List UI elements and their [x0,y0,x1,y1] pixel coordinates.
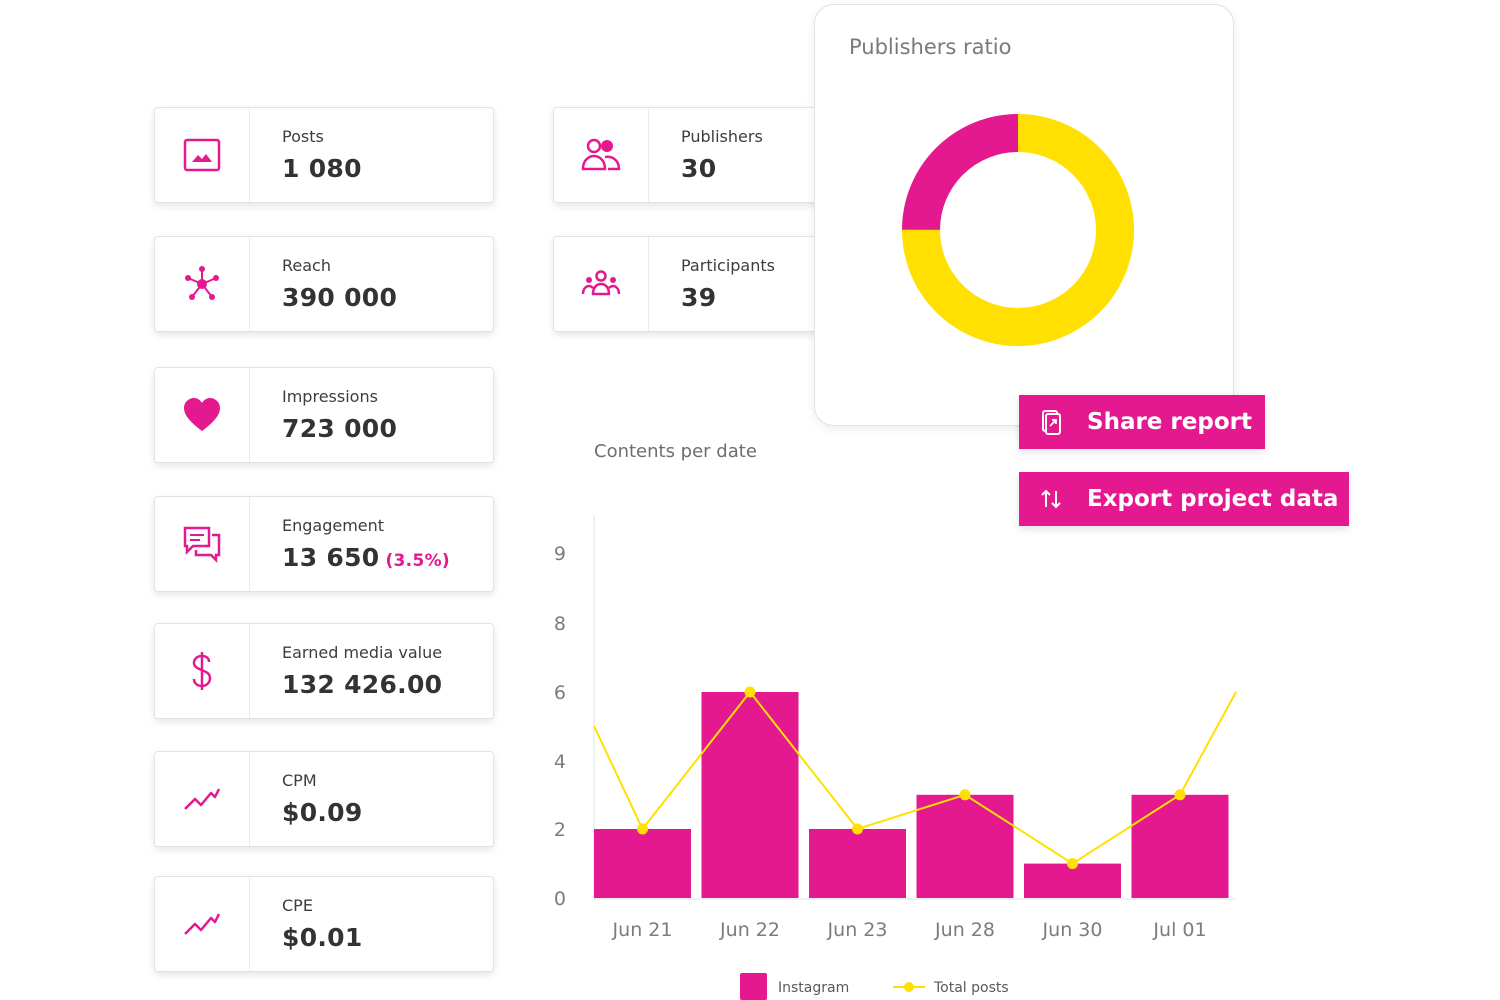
stat-label: Earned media value [282,643,443,662]
stat-card-participants: Participants 39 [553,236,865,332]
x-tick-label: Jun 21 [612,919,673,941]
group-icon-box [554,237,649,331]
stat-card-reach: Reach 390 000 [154,236,494,332]
stat-number: 30 [681,154,717,183]
swap-arrows-icon [1041,489,1061,509]
stat-number: 132 426.00 [282,670,443,699]
stat-label: CPE [282,896,313,915]
stat-card-engagement: Engagement 13 650 (3.5%) [154,496,494,592]
bar-jun-23 [809,829,906,898]
chat-bubbles-icon [183,526,221,564]
share-document-icon [1042,410,1061,435]
stat-card-impressions: Impressions 723 000 [154,367,494,463]
bar-jun-28 [916,794,1014,898]
total-posts-point [744,686,756,698]
network-icon-box [155,237,250,331]
image-icon-box [155,108,250,202]
y-tick-label: 9 [554,543,566,565]
donut-segment-1 [902,114,1134,346]
bar-jun-21 [594,829,691,898]
stat-value: 39 [681,283,775,312]
dollar-icon [192,652,212,690]
stat-number: $0.01 [282,923,363,952]
total-posts-point [959,789,971,801]
publishers-donut-chart [902,114,1134,346]
stat-label: Reach [282,256,331,275]
y-tick-label: 0 [554,888,566,910]
stat-value: 13 650 (3.5%) [282,543,450,572]
export-project-data-button[interactable]: Export project data [1019,472,1349,526]
bar-jul-01 [1131,794,1229,898]
x-tick-label: Jun 22 [719,919,780,941]
stat-card-publishers: Publishers 30 [553,107,865,203]
stat-value: $0.01 [282,923,363,952]
network-icon [185,266,219,300]
x-tick-label: Jul 01 [1152,919,1206,941]
x-tick-label: Jun 28 [934,919,995,941]
stat-label: CPM [282,771,317,790]
stat-number: 1 080 [282,154,362,183]
total-posts-point [852,823,863,835]
legend-swatch-instagram [740,973,767,1000]
legend-label-instagram: Instagram [778,980,849,996]
image-icon [183,138,221,172]
x-tick-label: Jun 30 [1042,919,1103,941]
legend-marker-total-posts [904,982,914,992]
stat-number: 723 000 [282,414,398,443]
x-tick-label: Jun 23 [827,919,888,941]
total-posts-point [1174,789,1186,801]
stat-label: Impressions [282,387,378,406]
stat-label: Posts [282,127,324,146]
publishers-ratio-title: Publishers ratio [849,35,1012,59]
bar-jun-30 [1024,863,1121,898]
stat-value: $0.09 [282,798,363,827]
stat-card-cpe: CPE $0.01 [154,876,494,972]
bar-jun-22 [701,692,799,898]
stat-number: 13 650 [282,543,380,572]
users-icon [581,138,621,171]
total-posts-line [593,690,1237,865]
stat-number: 390 000 [282,283,398,312]
publishers-ratio-panel: Publishers ratio [814,4,1234,426]
export-project-data-label: Export project data [1087,486,1339,512]
legend-label-total-posts: Total posts [933,980,1009,996]
group-icon [581,270,621,296]
share-report-label: Share report [1087,409,1252,435]
stat-number: $0.09 [282,798,363,827]
heart-icon-box [155,368,250,462]
y-tick-label: 8 [554,613,566,635]
chat-bubbles-icon-box [155,497,250,591]
stat-value: 132 426.00 [282,670,442,699]
share-report-button[interactable]: Share report [1019,395,1265,449]
stat-label: Engagement [282,516,385,535]
stat-label: Participants [681,256,775,275]
stat-value: 723 000 [282,414,397,443]
users-icon-box [554,108,649,202]
trend-line-icon-box [155,752,250,846]
y-tick-label: 6 [554,682,566,704]
y-tick-label: 4 [554,751,566,773]
stat-card-cpm: CPM $0.09 [154,751,494,847]
stat-value: 390 000 [282,283,397,312]
stat-number: 39 [681,283,717,312]
stat-label: Publishers [681,127,763,146]
dollar-icon-box [155,624,250,718]
stat-value: 30 [681,154,763,183]
stat-value: 1 080 [282,154,362,183]
stat-card-earned-media-value: Earned media value 132 426.00 [154,623,494,719]
trend-line-icon-box [155,877,250,971]
trend-line-icon [184,788,221,810]
engagement-rate: (3.5%) [385,551,450,571]
total-posts-point [637,823,648,835]
trend-line-icon [184,913,221,935]
total-posts-point [1067,858,1078,870]
chart-title: Contents per date [594,441,757,462]
y-tick-label: 2 [554,819,566,841]
heart-icon [184,398,220,431]
stat-card-posts: Posts 1 080 [154,107,494,203]
